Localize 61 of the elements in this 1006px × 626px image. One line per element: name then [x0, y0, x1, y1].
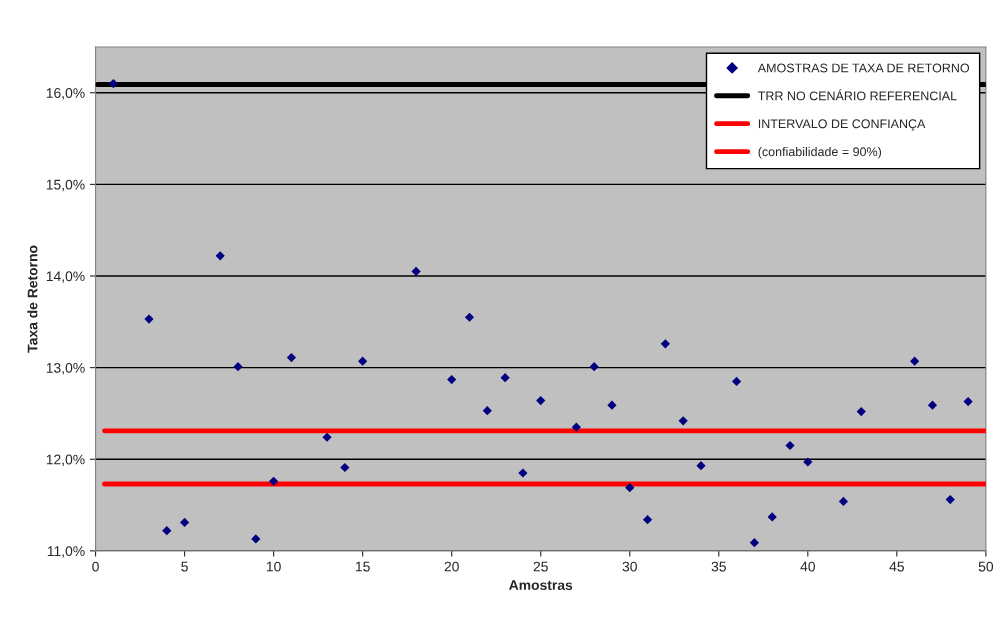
x-tick-label: 40 — [800, 561, 815, 572]
point — [215, 251, 225, 261]
point — [589, 362, 599, 372]
point — [108, 78, 118, 89]
y-axis-title: Taxa de Retorno — [27, 245, 38, 353]
point — [856, 407, 866, 417]
y-tick-label: 14,0% — [46, 271, 85, 283]
point — [411, 266, 421, 277]
x-tick-label: 10 — [266, 561, 281, 572]
x-axis-title: Amostras — [509, 580, 573, 590]
legend-label: AMOSTRAS DE TAXA DE RETORNO — [757, 63, 970, 73]
legend-label: TRR NO CENÁRIO REFERENCIAL — [758, 89, 957, 101]
point — [358, 356, 368, 366]
x-tick-label: 5 — [181, 561, 188, 572]
x-tick-label: 25 — [533, 561, 548, 572]
point — [803, 457, 813, 467]
point — [251, 534, 261, 544]
x-tick-label: 45 — [889, 561, 904, 572]
y-tick-label: 12,0% — [46, 454, 85, 467]
point — [785, 440, 795, 451]
legend-label: (confiabilidade = 90%) — [758, 146, 882, 159]
point — [518, 468, 528, 478]
point — [447, 374, 457, 385]
x-tick-label: 0 — [92, 561, 99, 572]
point — [749, 538, 760, 548]
point — [963, 396, 973, 407]
y-tick-label: 16,0% — [46, 88, 85, 100]
x-tick-label: 30 — [622, 561, 637, 572]
point — [536, 396, 546, 406]
point — [838, 496, 849, 507]
point — [696, 461, 706, 471]
point — [340, 462, 350, 473]
y-tick-label: 11,0% — [47, 546, 85, 558]
x-tick-label: 20 — [444, 561, 459, 572]
point — [464, 312, 475, 322]
point — [500, 373, 510, 383]
point — [625, 483, 635, 493]
point — [945, 494, 955, 505]
point — [322, 432, 332, 442]
point — [607, 400, 617, 410]
point — [286, 352, 297, 363]
point — [910, 356, 920, 366]
point — [678, 416, 688, 426]
point — [927, 400, 938, 410]
x-tick-label: 50 — [978, 561, 994, 572]
y-tick-label: 13,0% — [46, 362, 85, 375]
x-tick-label: 35 — [711, 561, 726, 572]
point — [767, 512, 777, 522]
point — [660, 339, 670, 349]
point — [642, 515, 653, 525]
legend-label: INTERVALO DE CONFIANÇA — [758, 119, 926, 131]
point — [179, 517, 190, 528]
point — [144, 314, 154, 324]
point — [162, 526, 172, 536]
y-tick-label: 15,0% — [46, 179, 85, 192]
point — [269, 476, 279, 486]
point — [731, 376, 742, 386]
point — [233, 362, 243, 372]
point — [571, 422, 581, 432]
x-tick-label: 15 — [356, 561, 370, 572]
point — [482, 406, 492, 416]
